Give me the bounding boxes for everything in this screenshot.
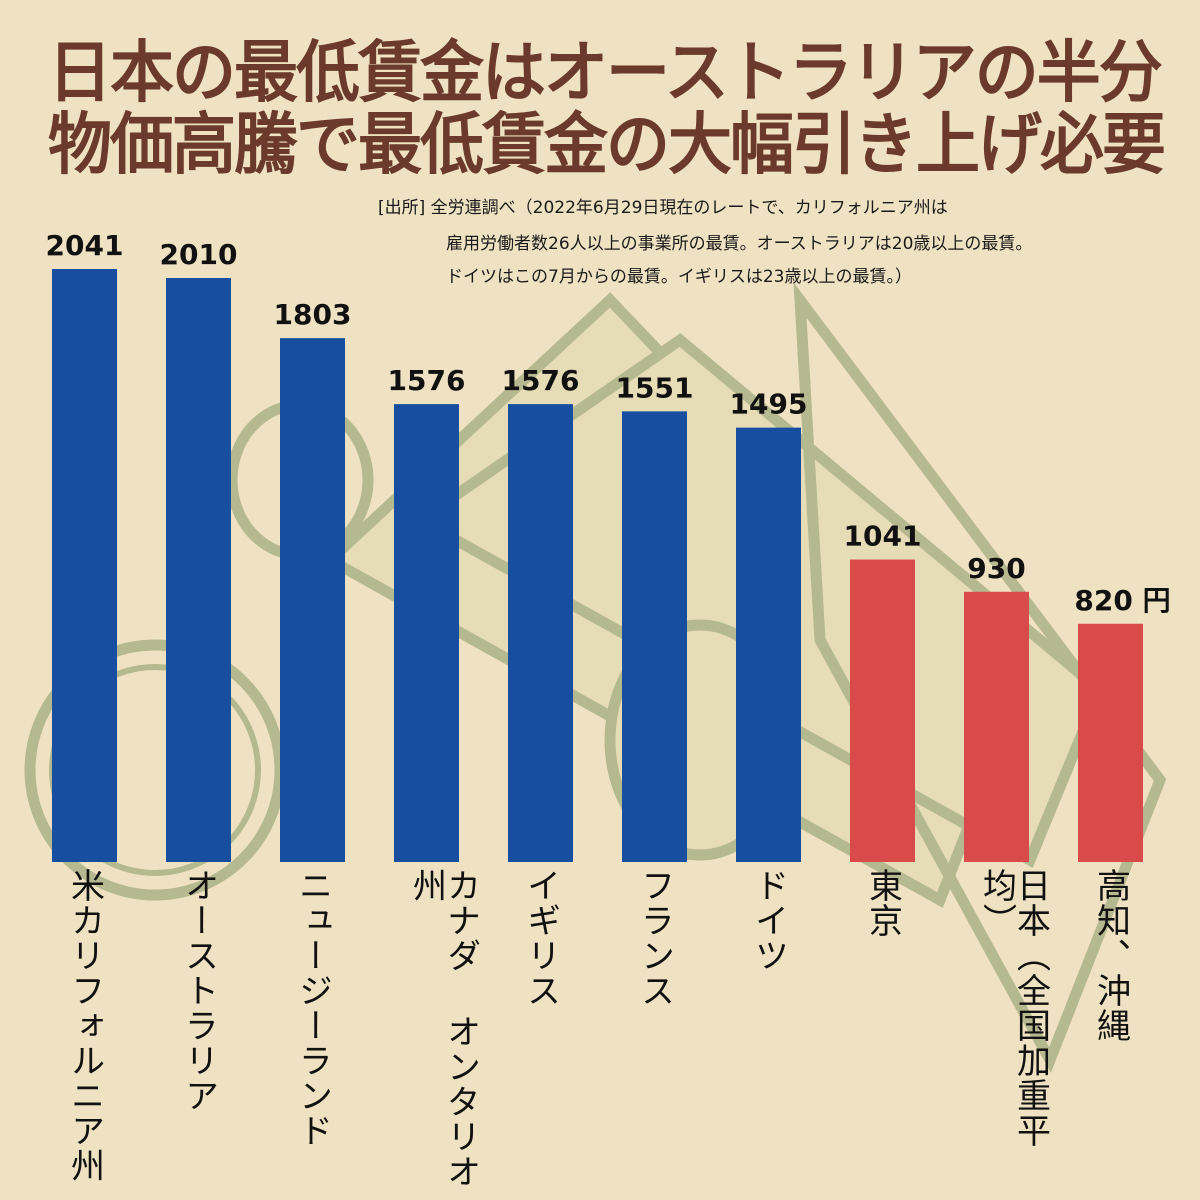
category-label-3: カナダ オンタリオ州 — [406, 868, 481, 1189]
title-line-1: 日本の最低賃金はオーストラリアの半分 — [48, 34, 1163, 113]
category-label-9: 高知、沖縄 — [1090, 868, 1131, 1043]
value-label-1: 2010 — [160, 238, 238, 271]
bar-6 — [736, 427, 801, 862]
bar-4 — [508, 404, 573, 862]
category-label-1: オーストラリア — [178, 868, 219, 1113]
source-note-line-2: 雇用労働者数26人以上の事業所の最賃。オーストラリアは20歳以上の最賃。 — [446, 234, 1033, 254]
bar-7 — [850, 559, 915, 862]
category-label-8: 日本（全国加重平均） — [976, 868, 1051, 1148]
category-label-7: 東京 — [862, 868, 903, 938]
bar-2 — [280, 338, 345, 863]
value-label-4: 1576 — [502, 364, 580, 397]
bar-9 — [1078, 623, 1143, 862]
banknote-icon — [793, 282, 1167, 1073]
title-line-2: 物価高騰で最低賃金の大幅引き上げ必要 — [48, 106, 1166, 185]
value-label-7: 1041 — [844, 520, 922, 553]
value-label-9: 820 円 — [1074, 584, 1170, 617]
bar-3 — [394, 404, 459, 862]
value-label-2: 1803 — [274, 298, 352, 331]
value-label-5: 1551 — [616, 371, 694, 404]
value-label-0: 2041 — [46, 229, 124, 262]
category-label-0: 米カリフォルニア州 — [64, 868, 105, 1183]
source-note-line-3: ドイツはこの7月からの最賃。イギリスは23歳以上の最賃。） — [446, 267, 912, 287]
category-label-4: イギリス — [520, 868, 561, 1008]
value-label-8: 930 — [967, 552, 1025, 585]
category-label-2: ニュージーランド — [292, 868, 333, 1148]
category-label-5: フランス — [634, 868, 675, 1008]
source-note-line-1: [出所] 全労連調べ（2022年6月29日現在のレートで、カリフォルニア州は — [378, 198, 948, 218]
value-label-3: 1576 — [388, 364, 466, 397]
value-label-6: 1495 — [730, 388, 808, 421]
category-label-6: ドイツ — [748, 868, 789, 973]
bar-1 — [166, 278, 231, 863]
bar-5 — [622, 411, 687, 862]
bar-8 — [964, 591, 1029, 862]
bar-0 — [52, 269, 117, 862]
